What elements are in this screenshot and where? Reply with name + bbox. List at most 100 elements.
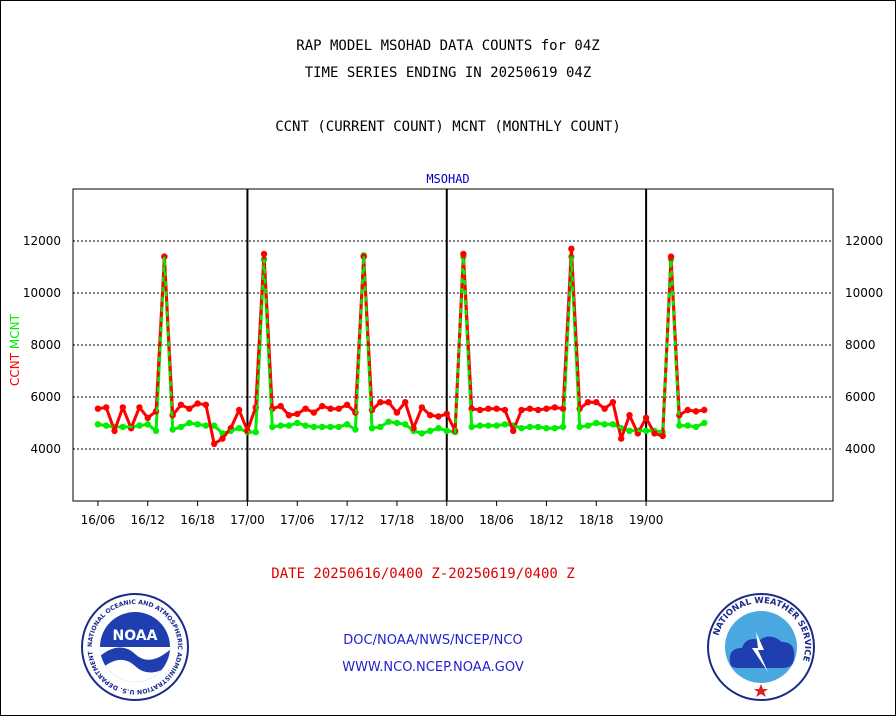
x-tick-label: 16/06 [81, 513, 116, 527]
point-ccnt [534, 406, 542, 414]
point-ccnt [568, 245, 575, 252]
point-ccnt [701, 406, 708, 414]
point-mcnt [327, 423, 334, 431]
point-mcnt [642, 427, 650, 434]
point-ccnt [551, 404, 558, 411]
series-layer [94, 245, 708, 447]
point-ccnt [111, 427, 118, 434]
point-ccnt [161, 253, 168, 260]
point-ccnt [186, 405, 193, 412]
y-axis-label-ccnt: CCNT [8, 352, 22, 386]
point-ccnt [335, 405, 342, 412]
y-tick-label-left: 4000 [30, 442, 61, 456]
point-ccnt [402, 399, 409, 406]
point-ccnt [601, 405, 608, 412]
point-ccnt [202, 401, 210, 408]
point-ccnt [194, 400, 201, 407]
point-ccnt [302, 405, 309, 412]
point-ccnt [510, 427, 517, 434]
series-line-ccnt [97, 247, 705, 446]
point-mcnt [119, 423, 127, 431]
point-ccnt [518, 406, 525, 414]
point-ccnt [343, 401, 351, 408]
point-mcnt [518, 425, 525, 432]
y-tick-label-right: 4000 [845, 442, 876, 456]
plot-border [72, 188, 834, 502]
point-ccnt [410, 425, 417, 432]
point-mcnt [318, 423, 326, 431]
y-tick-label-left: 8000 [30, 338, 61, 352]
point-ccnt [310, 409, 318, 416]
point-ccnt [692, 408, 700, 415]
point-mcnt [335, 423, 342, 431]
point-mcnt [601, 421, 608, 428]
org-path-link[interactable]: DOC/NOAA/NWS/NCEP/NCO [343, 633, 523, 648]
point-ccnt [119, 404, 127, 411]
point-ccnt [393, 409, 401, 416]
point-ccnt [485, 405, 492, 412]
chart-title-line2: TIME SERIES ENDING IN 20250619 04Z [304, 65, 592, 81]
org-url-link[interactable]: WWW.NCO.NCEP.NOAA.GOV [342, 660, 524, 675]
point-ccnt [144, 414, 151, 421]
point-ccnt [177, 401, 185, 408]
x-tick-label: 18/06 [479, 513, 514, 527]
point-ccnt [377, 399, 384, 406]
x-tick-label: 18/18 [579, 513, 614, 527]
point-ccnt [235, 406, 243, 414]
point-ccnt [460, 250, 467, 258]
point-mcnt [476, 422, 484, 429]
x-tick-label: 16/18 [180, 513, 215, 527]
point-ccnt [501, 406, 509, 414]
plot-label-msohad: MSOHAD [426, 172, 470, 186]
point-mcnt [103, 422, 110, 429]
noaa-logo-icon: NATIONAL OCEANIC AND ATMOSPHERIC ADMINIS… [80, 592, 189, 701]
point-ccnt [327, 405, 334, 412]
point-mcnt [402, 421, 409, 428]
point-ccnt [443, 410, 450, 418]
point-ccnt [285, 412, 293, 419]
y-tick-label-right: 6000 [845, 390, 876, 404]
point-ccnt [94, 405, 102, 412]
svg-text:NOAA: NOAA [113, 628, 158, 644]
point-mcnt [269, 423, 276, 431]
gridlines [73, 189, 833, 501]
point-ccnt [418, 404, 426, 411]
point-mcnt [676, 422, 683, 429]
point-ccnt [219, 435, 226, 442]
point-mcnt [559, 423, 567, 431]
x-tick-label: 16/12 [130, 513, 165, 527]
date-range-label: DATE 20250616/0400 Z-20250619/0400 Z [271, 566, 575, 582]
point-mcnt [285, 422, 293, 429]
x-tick-label: 18/00 [429, 513, 464, 527]
point-ccnt [684, 406, 691, 414]
x-tick-label: 18/12 [529, 513, 564, 527]
point-mcnt [593, 419, 600, 427]
y-tick-label-right: 10000 [845, 286, 883, 300]
point-ccnt [659, 432, 666, 440]
x-tick-label: 19/00 [629, 513, 664, 527]
nws-logo-icon: NATIONAL WEATHER SERVICE [707, 593, 815, 701]
y-tick-label-right: 12000 [845, 234, 883, 248]
point-mcnt [468, 423, 475, 431]
point-ccnt [617, 435, 625, 442]
series-line-mcnt-overlay [97, 255, 705, 435]
point-ccnt [493, 405, 500, 412]
x-tick-label: 17/06 [280, 513, 315, 527]
y-axis-label-mcnt: MCNT [8, 313, 22, 353]
point-ccnt [559, 405, 567, 412]
point-ccnt [667, 253, 675, 260]
point-ccnt [103, 404, 110, 411]
point-ccnt [435, 413, 442, 420]
point-mcnt [177, 423, 185, 431]
y-tick-label-right: 8000 [845, 338, 876, 352]
y-tick-label-left: 10000 [23, 286, 61, 300]
point-ccnt [609, 399, 617, 406]
x-tick-label: 17/18 [380, 513, 415, 527]
point-mcnt [393, 419, 401, 427]
point-ccnt [385, 399, 392, 406]
point-ccnt [584, 399, 592, 406]
point-ccnt [642, 414, 650, 421]
y-axis-label: CCNT MCNT [8, 313, 22, 386]
point-ccnt [426, 412, 434, 419]
